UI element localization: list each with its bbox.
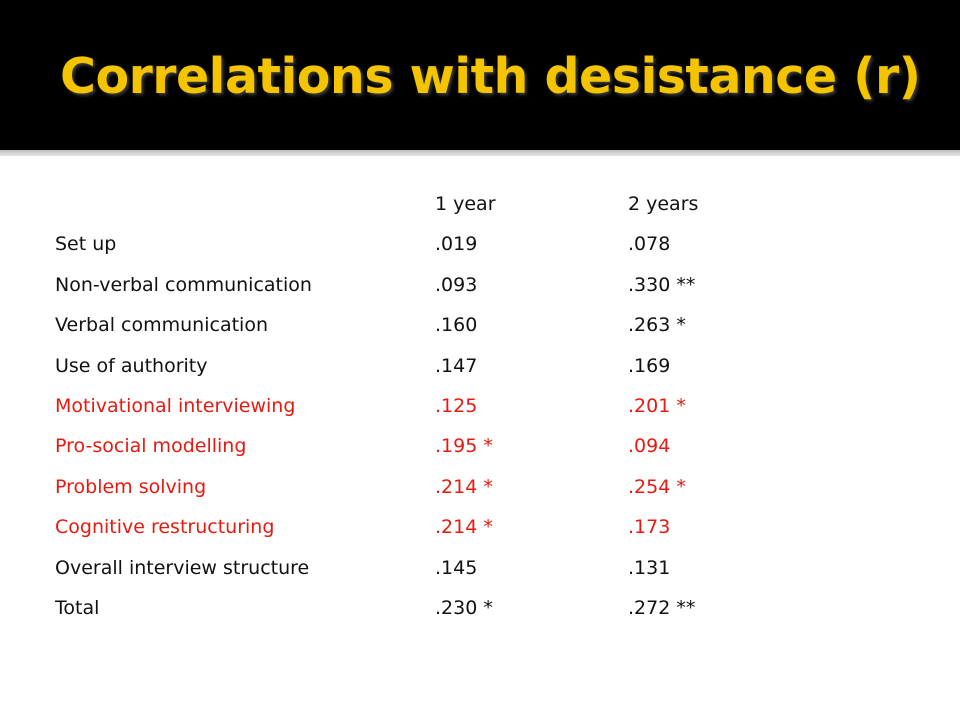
row-value-1-year: .214 * [435, 516, 493, 539]
table-row: Non-verbal communication .093 .330 ** [55, 266, 915, 306]
table-row: Pro-social modelling .195 * .094 [55, 427, 915, 467]
row-value-1-year: .230 * [435, 596, 493, 619]
row-value-1-year: .093 [435, 273, 478, 296]
row-value-1-year: .195 * [435, 435, 493, 458]
row-value-1-year: .145 [435, 556, 478, 579]
slide-title: Correlations with desistance (r) [60, 48, 921, 105]
row-label: Use of authority [55, 354, 208, 377]
row-label: Motivational interviewing [55, 394, 296, 417]
row-label: Verbal communication [55, 314, 268, 337]
header-1-year: 1 year [435, 193, 496, 215]
row-value-2-years: .131 [628, 556, 671, 579]
row-value-2-years: .169 [628, 354, 671, 377]
table-row: Overall interview structure .145 .131 [55, 549, 915, 589]
row-label: Non-verbal communication [55, 273, 312, 296]
row-value-2-years: .094 [628, 435, 671, 458]
row-value-2-years: .263 * [628, 314, 686, 337]
table-row: Motivational interviewing .125 .201 * [55, 387, 915, 427]
table-row: Use of authority .147 .169 [55, 347, 915, 387]
row-label: Total [55, 596, 100, 619]
table-row: Cognitive restructuring .214 * .173 [55, 508, 915, 548]
correlation-table: 1 year 2 years Set up .019 .078 Non-verb… [55, 185, 915, 629]
row-value-1-year: .147 [435, 354, 478, 377]
row-label: Problem solving [55, 475, 207, 498]
row-value-2-years: .272 ** [628, 596, 696, 619]
row-value-2-years: .173 [628, 516, 671, 539]
row-label: Cognitive restructuring [55, 516, 275, 539]
row-value-1-year: .019 [435, 233, 478, 256]
row-value-2-years: .201 * [628, 394, 686, 417]
table-row: Total .230 * .272 ** [55, 589, 915, 629]
table-row: Set up .019 .078 [55, 225, 915, 265]
row-value-1-year: .214 * [435, 475, 493, 498]
row-label: Set up [55, 233, 117, 256]
row-value-2-years: .078 [628, 233, 671, 256]
row-value-2-years: .254 * [628, 475, 686, 498]
title-bar: Correlations with desistance (r) [0, 0, 960, 150]
title-divider [0, 150, 960, 156]
table-row: Verbal communication .160 .263 * [55, 306, 915, 346]
header-2-years: 2 years [628, 193, 699, 215]
row-label: Overall interview structure [55, 556, 310, 579]
row-label: Pro-social modelling [55, 435, 247, 458]
table-header-row: 1 year 2 years [55, 185, 915, 225]
row-value-2-years: .330 ** [628, 273, 696, 296]
row-value-1-year: .125 [435, 394, 478, 417]
row-value-1-year: .160 [435, 314, 478, 337]
table-row: Problem solving .214 * .254 * [55, 468, 915, 508]
